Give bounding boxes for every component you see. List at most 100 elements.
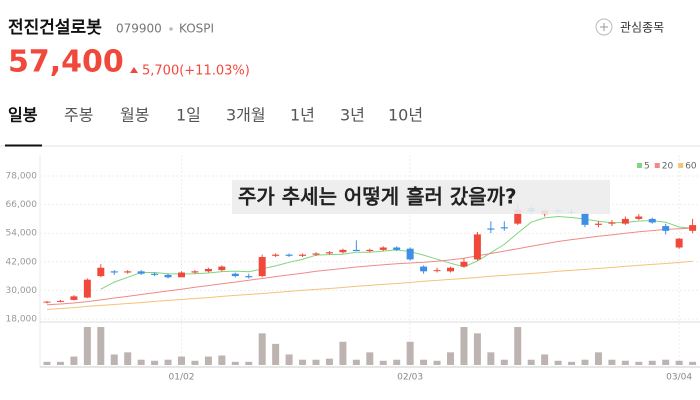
candle-body (339, 249, 347, 253)
volume-bar (662, 359, 670, 365)
volume-bar (164, 359, 172, 365)
candle-body (204, 268, 212, 272)
volume-bar (299, 359, 307, 365)
volume-bar (151, 360, 159, 365)
moving-average (46, 260, 693, 310)
y-tick-label: 42,000 (6, 257, 38, 267)
volume-bar (406, 341, 414, 365)
volume-bar (447, 352, 454, 365)
y-tick-label: 78,000 (6, 172, 38, 182)
candle-body (500, 227, 508, 229)
tab[interactable]: 3개월 (226, 106, 266, 125)
plus-sign (600, 23, 608, 31)
tab[interactable]: 1일 (176, 106, 201, 125)
tab[interactable]: 3년 (340, 106, 365, 125)
candle-body (675, 238, 683, 248)
y-tick-label: 54,000 (6, 229, 38, 239)
volume-bar (554, 360, 562, 365)
candle-body (299, 254, 307, 256)
volume-bar (97, 327, 105, 365)
price: 57,400 (8, 45, 124, 80)
candle-body (218, 266, 226, 271)
volume-bar (568, 361, 576, 365)
candle-body (258, 257, 266, 277)
volume-bar (487, 352, 495, 365)
volume-bar (621, 360, 629, 365)
x-tick-label: 01/02 (169, 373, 195, 383)
candle-body (245, 276, 253, 278)
volume-bar (675, 360, 683, 365)
tab[interactable]: 월봉 (120, 106, 149, 125)
candle-body (379, 247, 387, 250)
volume-bar (500, 359, 508, 365)
volume-bar (245, 361, 253, 365)
volume-bar (231, 361, 239, 365)
candle-body (393, 247, 401, 250)
volume-bar (366, 352, 374, 365)
candle-body (635, 216, 643, 219)
legend-label: 60 (685, 162, 697, 172)
candle-body (97, 267, 105, 277)
candle-body (110, 271, 118, 273)
volume-bar (83, 327, 91, 365)
candle-body (689, 225, 697, 231)
tab[interactable]: 1년 (290, 106, 315, 125)
volume-bar (420, 359, 428, 365)
candle-body (43, 301, 51, 303)
legend-label: 20 (662, 162, 674, 172)
volume-bar (178, 356, 185, 365)
candle-body (164, 274, 172, 278)
y-tick-label: 30,000 (6, 286, 38, 296)
volume-bar (527, 359, 535, 365)
y-tick-label: 66,000 (6, 200, 38, 210)
candle-body (285, 254, 293, 256)
candle-body (648, 218, 656, 223)
candle-body (621, 218, 629, 224)
favorite-button[interactable]: 관심종목 (595, 18, 664, 36)
favorite-label: 관심종목 (620, 21, 664, 35)
candle-body (178, 272, 185, 278)
candle-body (70, 296, 78, 300)
tab[interactable]: 10년 (388, 106, 423, 125)
moving-average (100, 215, 693, 290)
annotation-bg (232, 180, 610, 214)
volume-bar (56, 361, 64, 365)
moving-average (46, 227, 693, 306)
tab[interactable]: 주봉 (64, 106, 93, 125)
volume-bar (433, 360, 441, 365)
candle-body (231, 273, 239, 277)
volume-bar (218, 355, 226, 365)
candle-body (473, 234, 481, 260)
volume-bar (191, 360, 199, 365)
legend-label: 5 (644, 162, 650, 172)
candle-body (191, 271, 199, 273)
plus-icon (595, 18, 613, 36)
volume-bar (379, 360, 387, 365)
stock-code: 079900 (116, 22, 162, 36)
candle-body (433, 270, 441, 272)
up-arrow (130, 67, 138, 73)
candle-body (447, 267, 454, 272)
volume-bar (285, 354, 293, 365)
annotation: 주가 추세는 어떻게 흘러 갔을까? (238, 185, 517, 209)
y-tick-label: 18,000 (6, 315, 38, 325)
candle-body (581, 212, 589, 225)
candle-body (608, 222, 616, 224)
volume-bar (70, 356, 78, 365)
candle-body (272, 254, 280, 256)
volume-bar (339, 341, 347, 365)
volume-bar (541, 354, 549, 365)
candle-body (406, 248, 414, 260)
legend-swatch (678, 163, 684, 168)
separator (169, 27, 173, 31)
market: KOSPI (179, 22, 214, 36)
volume-bar (460, 327, 468, 365)
candle-body (56, 300, 64, 302)
tab[interactable]: 일봉 (8, 106, 38, 125)
volume-bar (325, 358, 333, 365)
legend-swatch (654, 163, 660, 168)
legend-swatch (637, 163, 642, 168)
candle-body (460, 261, 468, 267)
volume-bar (393, 359, 401, 365)
candle-body (151, 273, 159, 275)
